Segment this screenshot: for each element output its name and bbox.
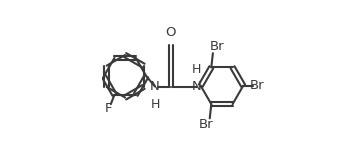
Text: O: O (165, 26, 176, 39)
Text: Br: Br (199, 118, 214, 131)
Text: H: H (150, 98, 160, 111)
Text: F: F (105, 102, 113, 115)
Text: Br: Br (210, 40, 224, 53)
Text: H: H (192, 63, 201, 76)
Text: N: N (150, 80, 160, 93)
Text: Br: Br (250, 79, 264, 92)
Text: N: N (192, 80, 202, 93)
